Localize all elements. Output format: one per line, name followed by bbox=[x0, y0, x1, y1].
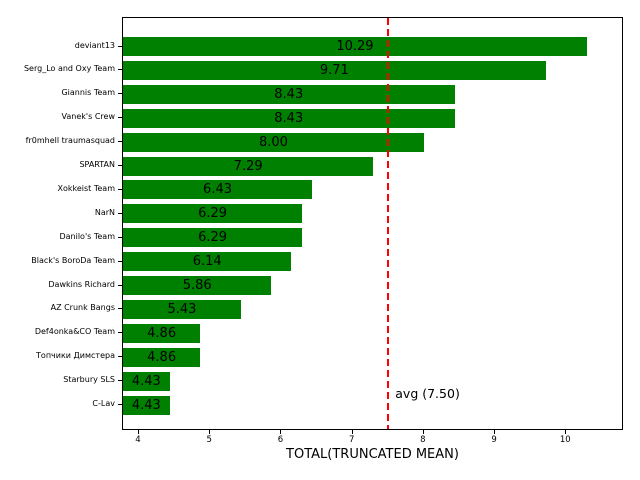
bar-value-label-8: 6.29 bbox=[198, 230, 228, 246]
x-tick-label-5: 9 bbox=[491, 435, 497, 445]
x-tick-label-4: 8 bbox=[420, 435, 426, 445]
y-tick-mark-10 bbox=[118, 284, 122, 286]
bar-3 bbox=[123, 108, 455, 128]
bar-value-label-10: 5.86 bbox=[182, 278, 212, 293]
x-axis-label: TOTAL(TRUNCATED MEAN) bbox=[286, 447, 459, 462]
y-tick-label-10: Dawkins Richard bbox=[48, 279, 115, 289]
bar-value-label-12: 4.86 bbox=[147, 325, 177, 341]
y-tick-mark-0 bbox=[118, 45, 122, 47]
y-tick-label-4: fr0mhell traumasquad bbox=[25, 136, 115, 146]
bar-value-label-0: 10.29 bbox=[336, 39, 374, 54]
y-tick-mark-2 bbox=[118, 93, 122, 95]
x-tick-mark-6 bbox=[565, 430, 567, 434]
bar-value-label-6: 6.43 bbox=[203, 182, 232, 198]
x-tick-label-1: 5 bbox=[206, 435, 212, 445]
bar-value-label-14: 4.43 bbox=[131, 373, 161, 389]
bar-14 bbox=[123, 371, 170, 391]
y-tick-label-11: AZ Crunk Bangs bbox=[50, 303, 115, 313]
y-tick-label-5: SPARTAN bbox=[79, 160, 115, 169]
y-tick-mark-8 bbox=[118, 236, 122, 238]
x-tick-mark-1 bbox=[209, 430, 211, 434]
y-tick-mark-3 bbox=[118, 117, 122, 119]
y-tick-mark-9 bbox=[118, 260, 122, 262]
y-tick-mark-15 bbox=[118, 404, 122, 405]
y-tick-label-15: C-Lav bbox=[92, 399, 115, 408]
bar-value-label-15: 4.43 bbox=[131, 397, 161, 413]
y-tick-label-13: Топчики Димстера bbox=[36, 351, 115, 361]
y-tick-mark-14 bbox=[118, 380, 122, 382]
x-tick-label-0: 4 bbox=[135, 435, 141, 445]
bar-value-label-9: 6.14 bbox=[192, 254, 222, 270]
y-tick-label-8: Danilo's Team bbox=[59, 231, 115, 241]
bar-15 bbox=[123, 395, 170, 415]
y-tick-label-6: Xokkeist Team bbox=[57, 183, 116, 193]
bar-2 bbox=[123, 84, 455, 104]
average-line-label: avg (7.50) bbox=[395, 386, 460, 401]
y-tick-label-7: NarN bbox=[94, 207, 115, 217]
y-tick-mark-11 bbox=[118, 308, 122, 310]
x-tick-mark-0 bbox=[138, 430, 140, 434]
bar-value-label-13: 4.86 bbox=[147, 349, 177, 365]
x-tick-label-2: 6 bbox=[277, 435, 284, 445]
x-tick-label-6: 10 bbox=[559, 435, 571, 445]
bar-1 bbox=[123, 60, 546, 80]
y-tick-label-0: deviant13 bbox=[74, 40, 115, 50]
x-tick-mark-4 bbox=[422, 430, 424, 434]
bar-8 bbox=[123, 228, 303, 248]
x-tick-mark-5 bbox=[494, 430, 496, 434]
bar-value-label-5: 7.29 bbox=[233, 158, 263, 174]
y-tick-label-2: Giannis Team bbox=[61, 88, 115, 98]
bar-4 bbox=[123, 132, 424, 152]
x-tick-mark-3 bbox=[351, 430, 353, 434]
bar-value-label-3: 8.43 bbox=[274, 110, 304, 126]
y-tick-label-1: Serg_Lo and Oxy Team bbox=[23, 64, 115, 74]
bar-value-label-1: 9.71 bbox=[319, 62, 349, 78]
y-tick-mark-1 bbox=[118, 69, 122, 71]
bar-0 bbox=[123, 37, 587, 56]
bar-6 bbox=[123, 180, 313, 200]
bar-value-label-4: 8.00 bbox=[258, 134, 288, 150]
bar-12 bbox=[123, 323, 201, 343]
y-tick-mark-6 bbox=[118, 188, 122, 190]
y-tick-mark-4 bbox=[118, 141, 122, 143]
y-tick-label-12: Def4onka&CO Team bbox=[34, 327, 115, 337]
x-tick-mark-2 bbox=[280, 430, 282, 434]
bar-5 bbox=[123, 156, 374, 176]
bar-7 bbox=[123, 204, 303, 224]
plot-area: 10.29 9.71 8.43 8.43 8.00 7.29 6.43 6.29 6.29 6.1… bbox=[122, 17, 623, 430]
bar-value-label-11: 5.43 bbox=[167, 301, 197, 317]
y-tick-mark-7 bbox=[118, 212, 122, 214]
bar-value-label-2: 8.43 bbox=[274, 86, 304, 102]
bar-13 bbox=[123, 347, 201, 367]
y-tick-mark-5 bbox=[118, 165, 122, 166]
y-tick-mark-12 bbox=[118, 332, 122, 334]
bar-11 bbox=[123, 299, 241, 319]
y-tick-label-9: Black's BoroDa Team bbox=[31, 255, 115, 265]
bar-value-label-7: 6.29 bbox=[198, 206, 228, 222]
y-tick-mark-13 bbox=[118, 356, 122, 358]
average-line bbox=[387, 18, 390, 429]
y-tick-label-14: Starbury SLS bbox=[63, 375, 115, 385]
y-tick-label-3: Vanek's Crew bbox=[61, 112, 115, 122]
bar-10 bbox=[123, 276, 272, 295]
bar-9 bbox=[123, 252, 292, 272]
x-tick-label-3: 7 bbox=[348, 435, 355, 445]
